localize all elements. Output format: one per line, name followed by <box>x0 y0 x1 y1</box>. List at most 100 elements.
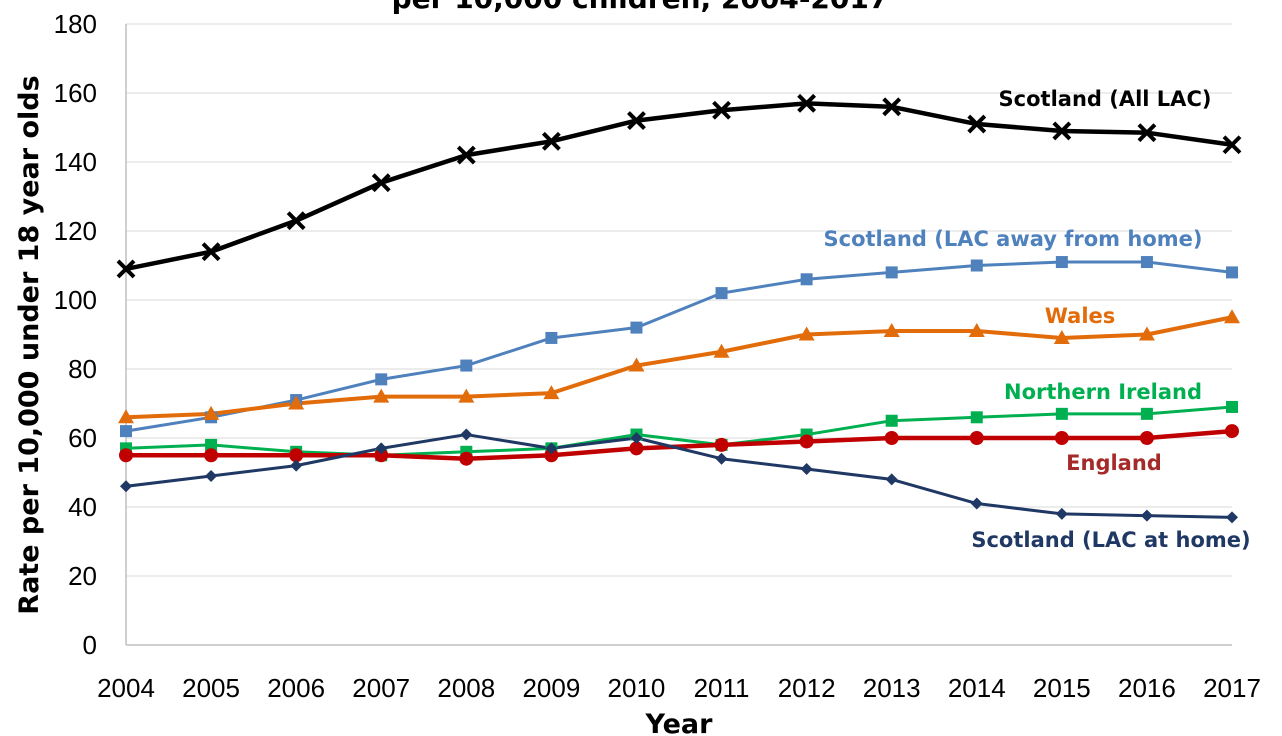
data-point <box>456 145 476 165</box>
data-point <box>201 242 221 262</box>
y-tick-label: 40 <box>68 492 97 522</box>
data-point <box>627 111 646 131</box>
data-point <box>715 287 728 300</box>
x-tick-label: 2004 <box>97 673 155 703</box>
data-point <box>715 452 728 465</box>
x-tick-label: 2011 <box>694 673 750 703</box>
axes <box>125 24 1232 646</box>
data-point <box>288 395 305 410</box>
x-tick-label: 2008 <box>437 673 495 703</box>
data-point <box>119 448 133 463</box>
data-point <box>1140 509 1153 522</box>
data-point <box>629 441 644 456</box>
x-tick-label: 2012 <box>778 673 836 703</box>
data-point <box>1140 256 1153 269</box>
data-point <box>969 431 984 445</box>
y-tick-label: 140 <box>54 147 97 177</box>
data-point <box>628 357 645 372</box>
data-point <box>1226 266 1238 279</box>
data-point <box>375 442 388 455</box>
y-axis-title: Rate per 10,000 under 18 year olds <box>14 75 45 614</box>
series-label: Scotland (All LAC) <box>999 87 1212 111</box>
data-point <box>970 411 983 424</box>
data-point <box>458 388 475 403</box>
y-tick-label: 60 <box>68 423 97 453</box>
data-point <box>713 343 730 358</box>
y-tick-labels: 0 20 40 60 80 100 120 140 160 180 <box>54 9 97 660</box>
data-point <box>1055 407 1068 420</box>
data-point <box>885 266 898 279</box>
data-point <box>800 273 813 286</box>
x-tick-label: 2015 <box>1033 673 1091 703</box>
data-point <box>460 359 473 372</box>
data-point <box>374 448 389 463</box>
y-tick-label: 180 <box>54 9 97 39</box>
x-tick-label: 2005 <box>182 673 240 703</box>
data-point <box>967 114 987 134</box>
data-point <box>799 434 814 449</box>
x-tick-label: 2010 <box>608 673 666 703</box>
series-line <box>125 315 1233 420</box>
data-point <box>205 469 218 482</box>
series-line <box>125 405 1233 457</box>
series-label: Wales <box>1045 304 1116 328</box>
series-markers <box>116 93 1242 524</box>
y-tick-label: 80 <box>68 354 97 384</box>
data-point <box>1052 121 1072 141</box>
x-tick-labels: 2004 2005 2006 2007 2008 2009 2010 2011 2012 2013… <box>97 673 1261 703</box>
series-line <box>125 101 1233 272</box>
data-point <box>885 414 898 427</box>
data-point <box>290 459 303 472</box>
data-point <box>1055 256 1068 269</box>
data-point <box>1137 123 1157 143</box>
data-point <box>1225 424 1239 439</box>
data-point <box>289 448 304 463</box>
data-point <box>204 448 219 463</box>
data-point <box>460 428 473 441</box>
series-label: England <box>1066 451 1162 475</box>
gridlines <box>126 23 1232 577</box>
data-point <box>1226 511 1238 524</box>
y-tick-label: 160 <box>54 78 97 108</box>
data-point <box>1053 329 1070 344</box>
data-point <box>714 437 729 452</box>
data-point <box>543 385 560 400</box>
data-point <box>797 93 817 113</box>
chart-title: per 10,000 children, 2004-2017 <box>392 0 889 15</box>
data-point <box>882 97 902 117</box>
data-point <box>1224 309 1240 324</box>
data-point <box>1054 431 1069 445</box>
data-point <box>1055 507 1068 520</box>
data-point <box>1138 326 1155 341</box>
data-point <box>541 131 561 151</box>
data-point <box>630 432 643 444</box>
data-point <box>545 331 558 344</box>
series-lines <box>125 101 1233 519</box>
data-point <box>1222 135 1242 155</box>
data-point <box>1139 431 1154 445</box>
series-label: Scotland (LAC at home) <box>971 528 1250 552</box>
series-line <box>126 428 1233 461</box>
data-point <box>459 451 474 466</box>
data-point <box>800 463 813 476</box>
data-point <box>371 173 391 193</box>
y-tick-label: 0 <box>83 630 97 660</box>
data-point <box>375 373 388 386</box>
series-label: Scotland (LAC away from home) <box>824 227 1203 251</box>
data-point <box>545 442 558 455</box>
data-point <box>885 473 898 486</box>
series-labels: Scotland (All LAC) Scotland (LAC away fro… <box>824 87 1251 552</box>
data-point <box>798 326 815 341</box>
data-point <box>120 425 132 438</box>
data-point <box>970 497 983 510</box>
x-axis-title: Year <box>645 709 714 736</box>
data-point <box>205 438 218 451</box>
data-point <box>116 259 136 279</box>
x-tick-label: 2009 <box>522 673 580 703</box>
data-point <box>883 323 900 338</box>
data-point <box>118 409 134 424</box>
series-line <box>125 433 1233 519</box>
data-point <box>970 259 983 272</box>
data-point <box>286 211 306 231</box>
